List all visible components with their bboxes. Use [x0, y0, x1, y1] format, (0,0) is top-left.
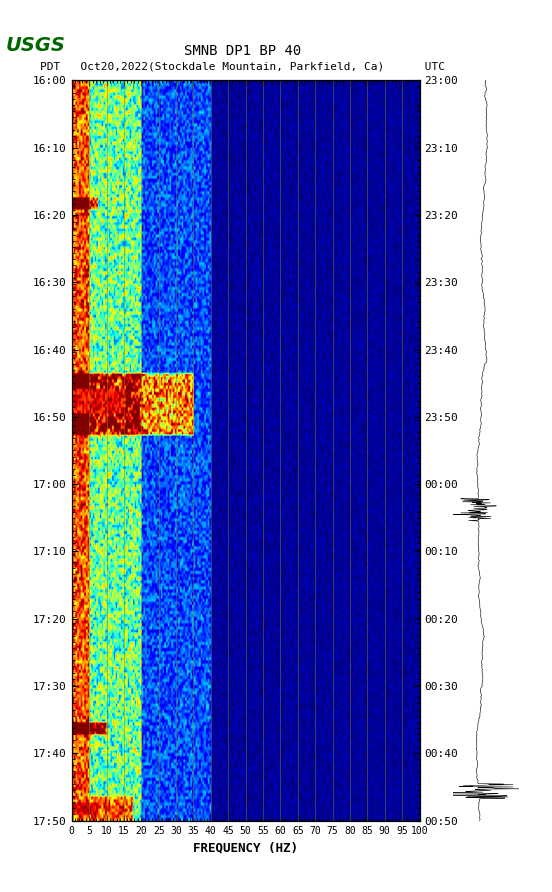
Text: SMNB DP1 BP 40: SMNB DP1 BP 40 [184, 44, 301, 58]
Text: PDT   Oct20,2022(Stockdale Mountain, Parkfield, Ca)      UTC: PDT Oct20,2022(Stockdale Mountain, Parkf… [40, 62, 445, 71]
Text: USGS: USGS [6, 36, 65, 54]
X-axis label: FREQUENCY (HZ): FREQUENCY (HZ) [193, 841, 298, 854]
